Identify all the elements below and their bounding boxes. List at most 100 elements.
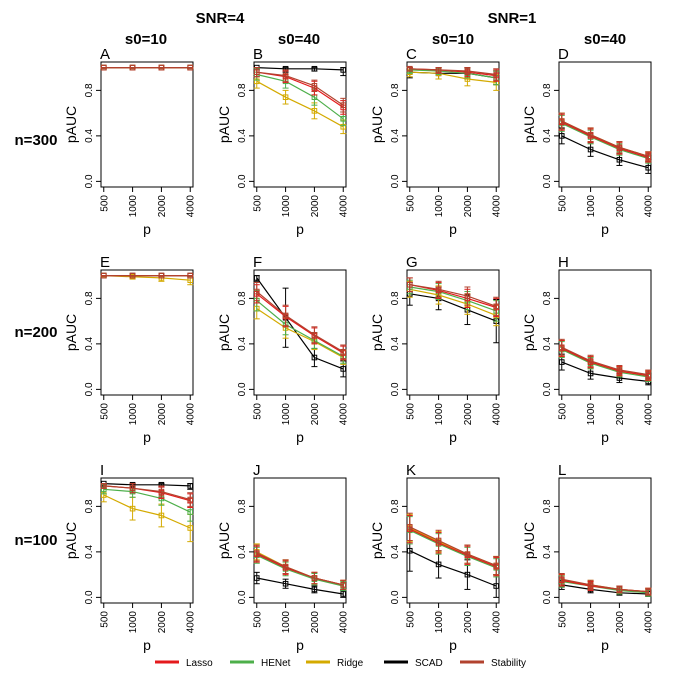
series-lasso [406,514,500,577]
series-line [409,284,497,307]
y-tick-label: 0.4 [237,544,248,558]
data-point [340,116,347,122]
data-point [187,509,194,515]
series-ridge [253,73,347,135]
series-line [561,584,649,595]
data-point [406,65,413,72]
x-tick-label: 4000 [492,403,503,426]
panel-letter: H [558,254,569,271]
series-line [103,488,191,513]
series-line [103,485,191,502]
series-line [409,69,497,79]
y-axis-label: pAUC [216,314,232,351]
data-point [187,483,194,489]
panel-letter: B [253,46,263,63]
data-point [645,371,652,378]
plot-frame [100,61,194,188]
data-point [311,354,318,361]
data-point [282,72,289,79]
x-tick-label: 1000 [586,195,597,218]
series-stability [253,544,347,590]
panel-letter: C [406,46,417,63]
data-point [558,344,565,351]
plot-frame [406,269,500,396]
legend-item-lasso: Lasso [155,658,213,669]
x-axis-label: p [143,429,151,445]
y-axis-label: pAUC [369,522,385,559]
x-tick-label: 2000 [615,611,626,634]
panel-A: A 0.0 0.4 0.8 500 1000 2000 4000 p pAUC [63,46,197,237]
data-point [435,537,442,544]
y-tick-label: 0.8 [237,499,248,513]
data-point [340,67,347,73]
legend-item-ridge: Ridge [306,658,364,669]
x-tick-label: 1000 [434,611,445,634]
series-line [256,291,344,353]
plot-frame [406,477,500,604]
data-point [253,288,260,295]
y-axis-label: pAUC [369,106,385,143]
plot-frame [558,477,652,604]
x-axis-label: p [143,637,151,653]
series-line [561,346,649,376]
data-point [587,146,594,153]
data-point [187,272,194,279]
x-tick-label: 500 [252,195,263,212]
series-stability [406,512,500,576]
s0-header-col4: s0=40 [584,31,626,48]
y-tick-label: 0.8 [237,83,248,97]
data-point [616,367,623,373]
x-tick-label: 4000 [186,195,197,218]
y-tick-label: 0.8 [237,291,248,305]
legend-item-scad: SCAD [384,658,443,669]
series-stability [100,483,194,507]
series-line [561,135,649,169]
series-line [409,528,497,568]
series-stability [558,572,652,596]
series-line [256,554,344,587]
x-tick-label: 4000 [644,403,655,426]
series-line [256,552,344,586]
data-point [493,71,500,78]
series-line [561,121,649,159]
series-lasso [253,284,347,361]
x-tick-label: 4000 [644,611,655,634]
legend-label: Lasso [186,658,213,669]
y-tick-label: 0.4 [542,336,553,350]
x-axis-label: p [601,429,609,445]
x-tick-label: 2000 [463,611,474,634]
data-point [253,575,260,581]
series-scad [253,571,347,598]
y-tick-label: 0.8 [84,83,95,97]
x-tick-label: 500 [405,611,416,628]
x-tick-label: 4000 [339,195,350,218]
x-tick-label: 2000 [157,611,168,634]
x-axis-label: p [601,221,609,237]
series-line [256,73,344,120]
data-point [406,524,413,530]
data-point [158,64,165,71]
data-point [311,83,318,89]
y-tick-label: 0.4 [542,128,553,142]
data-point [340,582,347,588]
x-tick-label: 4000 [644,195,655,218]
panel-letter: A [100,46,110,63]
x-tick-label: 2000 [463,195,474,218]
series-stability [253,67,347,113]
y-tick-label: 0.4 [84,544,95,558]
x-tick-label: 500 [252,611,263,628]
legend-item-stability: Stability [460,658,526,669]
y-tick-label: 0.8 [84,291,95,305]
y-axis-label: pAUC [216,106,232,143]
series-line [256,300,344,357]
series-stability [406,65,500,81]
y-tick-label: 0.0 [84,174,95,188]
y-axis-label: pAUC [63,522,79,559]
panel-D: D 0.0 0.4 0.8 500 1000 2000 4000 p pAUC [521,46,655,237]
data-point [129,505,136,512]
data-point [187,64,194,71]
series-line [256,80,344,128]
x-tick-label: 4000 [186,611,197,634]
series-line [561,122,649,160]
legend-item-henet: HENet [230,658,291,669]
